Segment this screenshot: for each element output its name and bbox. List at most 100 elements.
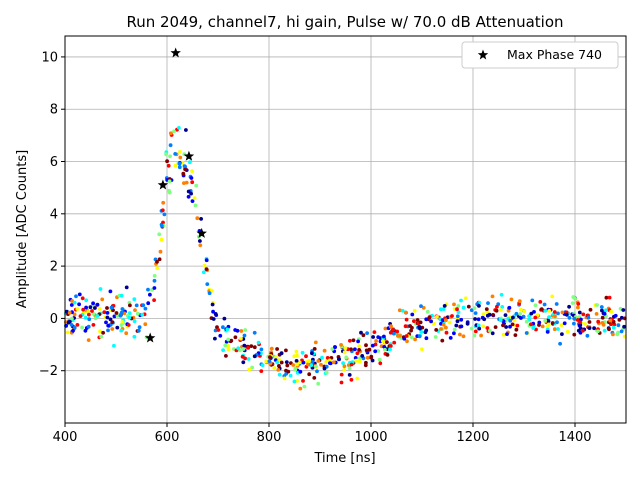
data-point	[264, 359, 269, 364]
data-point	[539, 307, 544, 311]
data-point	[490, 294, 495, 299]
data-point	[252, 354, 257, 359]
data-point	[439, 307, 443, 312]
data-point	[322, 366, 327, 371]
data-point	[465, 321, 470, 326]
data-point	[508, 324, 512, 329]
data-point	[427, 316, 432, 320]
data-point	[581, 312, 586, 317]
data-point	[418, 320, 423, 325]
data-point	[132, 297, 137, 302]
data-point	[565, 329, 570, 334]
data-point	[152, 286, 157, 290]
data-point	[503, 313, 508, 317]
data-point	[216, 328, 221, 332]
data-point	[87, 312, 91, 317]
data-point	[127, 315, 132, 320]
data-point	[307, 372, 312, 377]
data-point	[341, 361, 345, 365]
data-point	[347, 366, 352, 371]
data-point	[260, 363, 265, 368]
data-point	[97, 307, 102, 311]
data-point	[452, 327, 457, 332]
data-point	[339, 372, 344, 377]
data-point	[348, 338, 352, 343]
data-point	[109, 305, 114, 310]
data-point	[161, 200, 166, 205]
data-point	[221, 348, 226, 352]
data-point	[106, 323, 111, 328]
data-point	[69, 323, 74, 327]
data-point	[102, 310, 107, 315]
data-point	[532, 310, 536, 314]
data-point	[127, 303, 132, 308]
data-point	[364, 360, 368, 365]
data-point	[585, 333, 590, 338]
data-point	[360, 354, 365, 358]
axis-ticks: 400 600 800 1000 1200 1400 −2 0 2 4 6 8 10	[39, 50, 592, 445]
data-point	[112, 314, 117, 319]
x-axis-label: Time [ns]	[313, 451, 375, 466]
data-point	[564, 312, 569, 317]
data-point	[78, 314, 83, 318]
data-point	[463, 296, 468, 301]
data-point	[403, 324, 408, 329]
data-point	[596, 329, 600, 334]
data-point	[493, 325, 498, 329]
data-point	[556, 327, 560, 331]
x-tick-label: 1000	[354, 430, 387, 445]
data-point	[190, 180, 195, 185]
data-point	[325, 356, 330, 360]
y-tick-label: 8	[50, 103, 58, 118]
data-point	[331, 360, 336, 365]
data-point	[328, 361, 332, 365]
data-point	[459, 298, 463, 303]
data-point	[622, 324, 626, 329]
max-phase-star-icon	[170, 47, 181, 58]
data-point	[195, 216, 200, 221]
data-point	[613, 313, 618, 318]
data-point	[186, 194, 191, 199]
data-point	[417, 324, 422, 329]
data-point	[342, 368, 347, 372]
data-point	[552, 310, 557, 314]
data-point	[83, 328, 88, 333]
data-point	[595, 303, 599, 307]
x-tick-label: 1200	[456, 430, 489, 445]
y-tick-label: 6	[50, 155, 58, 170]
max-phase-star-icon	[157, 179, 169, 190]
data-point	[298, 369, 303, 374]
data-point	[619, 329, 624, 334]
data-point	[469, 326, 474, 331]
data-point	[152, 278, 157, 283]
data-point	[376, 335, 381, 339]
data-point	[550, 294, 555, 299]
data-point	[583, 322, 587, 326]
data-point	[168, 131, 173, 136]
data-point	[575, 317, 580, 322]
data-point	[578, 320, 582, 325]
data-point	[560, 310, 565, 315]
data-point	[119, 293, 124, 298]
data-point	[226, 337, 231, 342]
data-point	[173, 152, 178, 156]
data-point	[177, 126, 181, 130]
data-point	[224, 354, 228, 358]
data-point	[573, 296, 577, 301]
data-point	[93, 306, 97, 310]
data-point	[173, 163, 178, 168]
data-point	[600, 308, 604, 313]
data-point	[198, 243, 203, 248]
data-point	[301, 360, 306, 365]
data-point	[570, 301, 575, 305]
data-point	[364, 348, 369, 353]
data-point	[252, 345, 257, 350]
plot-frame	[64, 35, 627, 424]
data-point	[199, 217, 204, 221]
data-point	[114, 311, 119, 315]
data-point	[162, 212, 167, 217]
data-point	[439, 327, 443, 331]
data-point	[508, 318, 513, 323]
data-point	[86, 324, 91, 329]
data-point	[477, 304, 481, 308]
